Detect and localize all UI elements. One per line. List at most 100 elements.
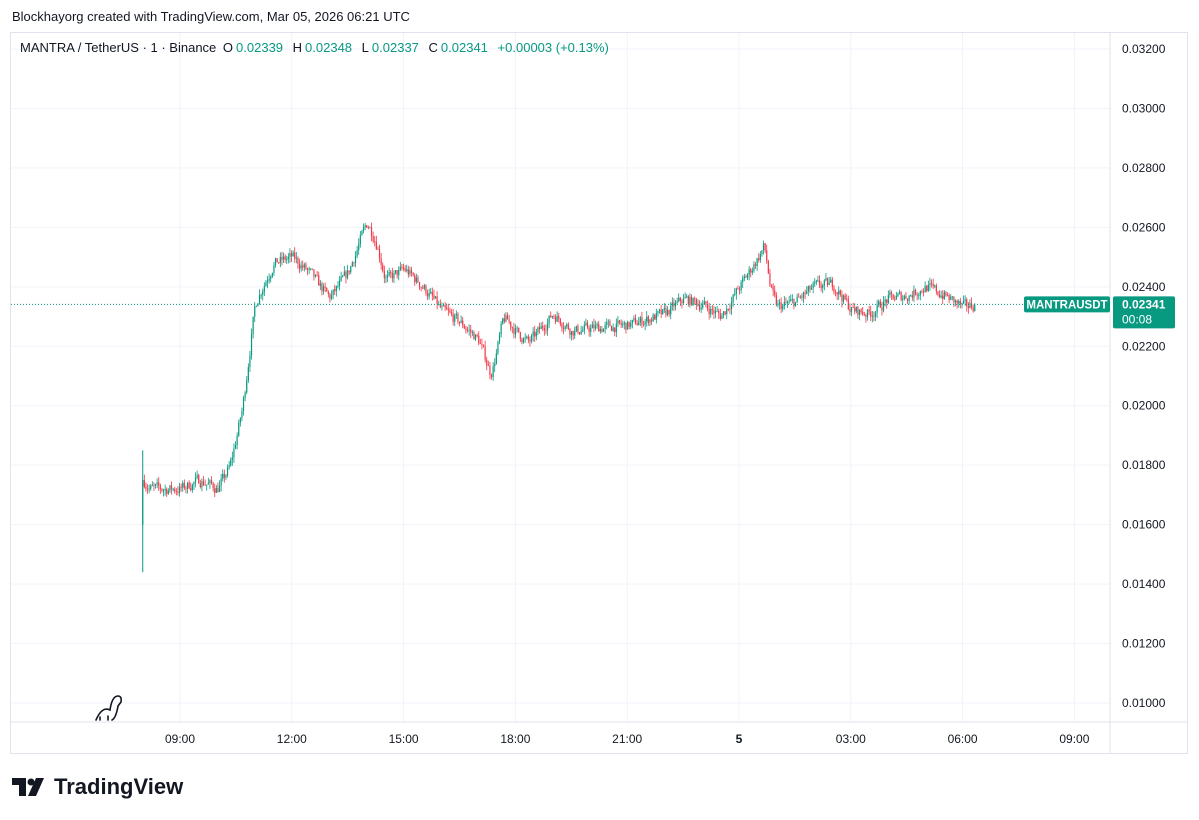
candle-body xyxy=(615,323,617,333)
candle-body xyxy=(902,299,904,300)
candle-body xyxy=(807,286,809,292)
candle-body xyxy=(823,280,825,286)
candle-body xyxy=(810,288,813,290)
symbol-title[interactable]: MANTRA / TetherUS · 1 · Binance xyxy=(20,40,217,55)
candle-body xyxy=(223,473,225,478)
candle-body xyxy=(550,315,552,318)
candle-body xyxy=(844,295,846,299)
x-tick-label: 03:00 xyxy=(836,732,866,746)
candle-body xyxy=(553,316,555,318)
candle-body xyxy=(516,327,518,329)
candle-body xyxy=(900,292,902,300)
candle-body xyxy=(470,329,472,333)
candle-body xyxy=(215,487,217,493)
candle-body xyxy=(764,243,766,251)
candle-body xyxy=(249,355,251,368)
candle-body xyxy=(356,250,358,256)
candle-body xyxy=(222,473,224,480)
candle-body xyxy=(870,311,872,317)
candle-body xyxy=(154,484,157,486)
x-tick-label: 12:00 xyxy=(277,732,307,746)
candle-body xyxy=(535,332,537,337)
candle-body xyxy=(777,303,779,306)
candle-body xyxy=(548,315,550,324)
low-label: L xyxy=(361,40,369,55)
candle-body xyxy=(924,285,926,293)
candle-body xyxy=(519,332,521,339)
candle-body xyxy=(303,264,305,268)
candle-body xyxy=(276,258,278,263)
candle-body xyxy=(818,280,821,286)
candle-body xyxy=(566,324,568,327)
candle-body xyxy=(610,326,613,331)
candle-body xyxy=(831,279,833,288)
candle-body xyxy=(582,330,584,332)
candle-body xyxy=(380,258,382,265)
candle-body xyxy=(614,327,616,333)
candle-body xyxy=(273,265,275,273)
x-tick-label: 15:00 xyxy=(389,732,419,746)
candle-body xyxy=(169,485,171,491)
candle-body xyxy=(564,326,566,329)
candle-body xyxy=(202,481,205,485)
candle-body xyxy=(543,327,545,331)
candle-body xyxy=(966,299,968,306)
candle-body xyxy=(820,285,822,288)
y-tick-label: 0.02600 xyxy=(1122,220,1166,234)
candle-body xyxy=(785,302,787,303)
candle-body xyxy=(727,308,729,310)
candle-body xyxy=(372,236,374,242)
candle-body xyxy=(345,271,347,278)
symbol-legend: MANTRA / TetherUS · 1 · Binance O 0.02339… xyxy=(20,40,612,55)
candle-body xyxy=(663,308,665,310)
candle-body xyxy=(292,252,294,257)
candle-body xyxy=(892,294,894,300)
candle-body xyxy=(895,296,897,300)
candle-body xyxy=(162,490,165,492)
candle-body xyxy=(681,300,683,304)
candle-body xyxy=(650,319,653,322)
candle-body xyxy=(798,296,800,298)
candle-body xyxy=(297,257,299,265)
candle-body xyxy=(311,268,313,270)
candle-body xyxy=(953,296,955,303)
candle-body xyxy=(402,268,405,269)
candle-body xyxy=(914,289,917,295)
candle-body xyxy=(586,322,589,328)
candle-body xyxy=(711,309,713,311)
candle-body xyxy=(620,322,622,325)
candle-body xyxy=(530,336,533,342)
candle-body xyxy=(425,285,427,294)
candle-body xyxy=(404,268,406,271)
candle-body xyxy=(583,325,585,331)
candle-body xyxy=(374,241,376,243)
price-tag-bg xyxy=(1113,296,1175,329)
candle-body xyxy=(756,258,758,266)
candle-body xyxy=(905,295,907,299)
candle-body xyxy=(612,327,614,331)
candle-body xyxy=(679,297,681,301)
candle-body xyxy=(767,261,769,274)
candle-body xyxy=(294,252,296,259)
candle-body xyxy=(641,317,643,325)
candle-body xyxy=(156,482,158,485)
candle-body xyxy=(143,480,145,487)
candle-body xyxy=(804,292,806,294)
candle-body xyxy=(814,282,816,284)
candle-body xyxy=(454,315,456,322)
candle-body xyxy=(433,295,435,299)
candle-body xyxy=(868,309,870,312)
candle-body xyxy=(750,269,752,273)
candle-body xyxy=(522,338,525,343)
candle-body xyxy=(318,275,320,286)
candle-body xyxy=(514,328,517,335)
candle-body xyxy=(802,292,805,298)
candle-body xyxy=(558,316,560,319)
candle-body xyxy=(665,308,667,315)
candle-body xyxy=(159,485,161,489)
candle-body xyxy=(194,477,197,483)
dinosaur-icon xyxy=(95,695,122,721)
tradingview-logo[interactable]: TradingView xyxy=(12,774,183,800)
candle-body xyxy=(850,307,853,312)
